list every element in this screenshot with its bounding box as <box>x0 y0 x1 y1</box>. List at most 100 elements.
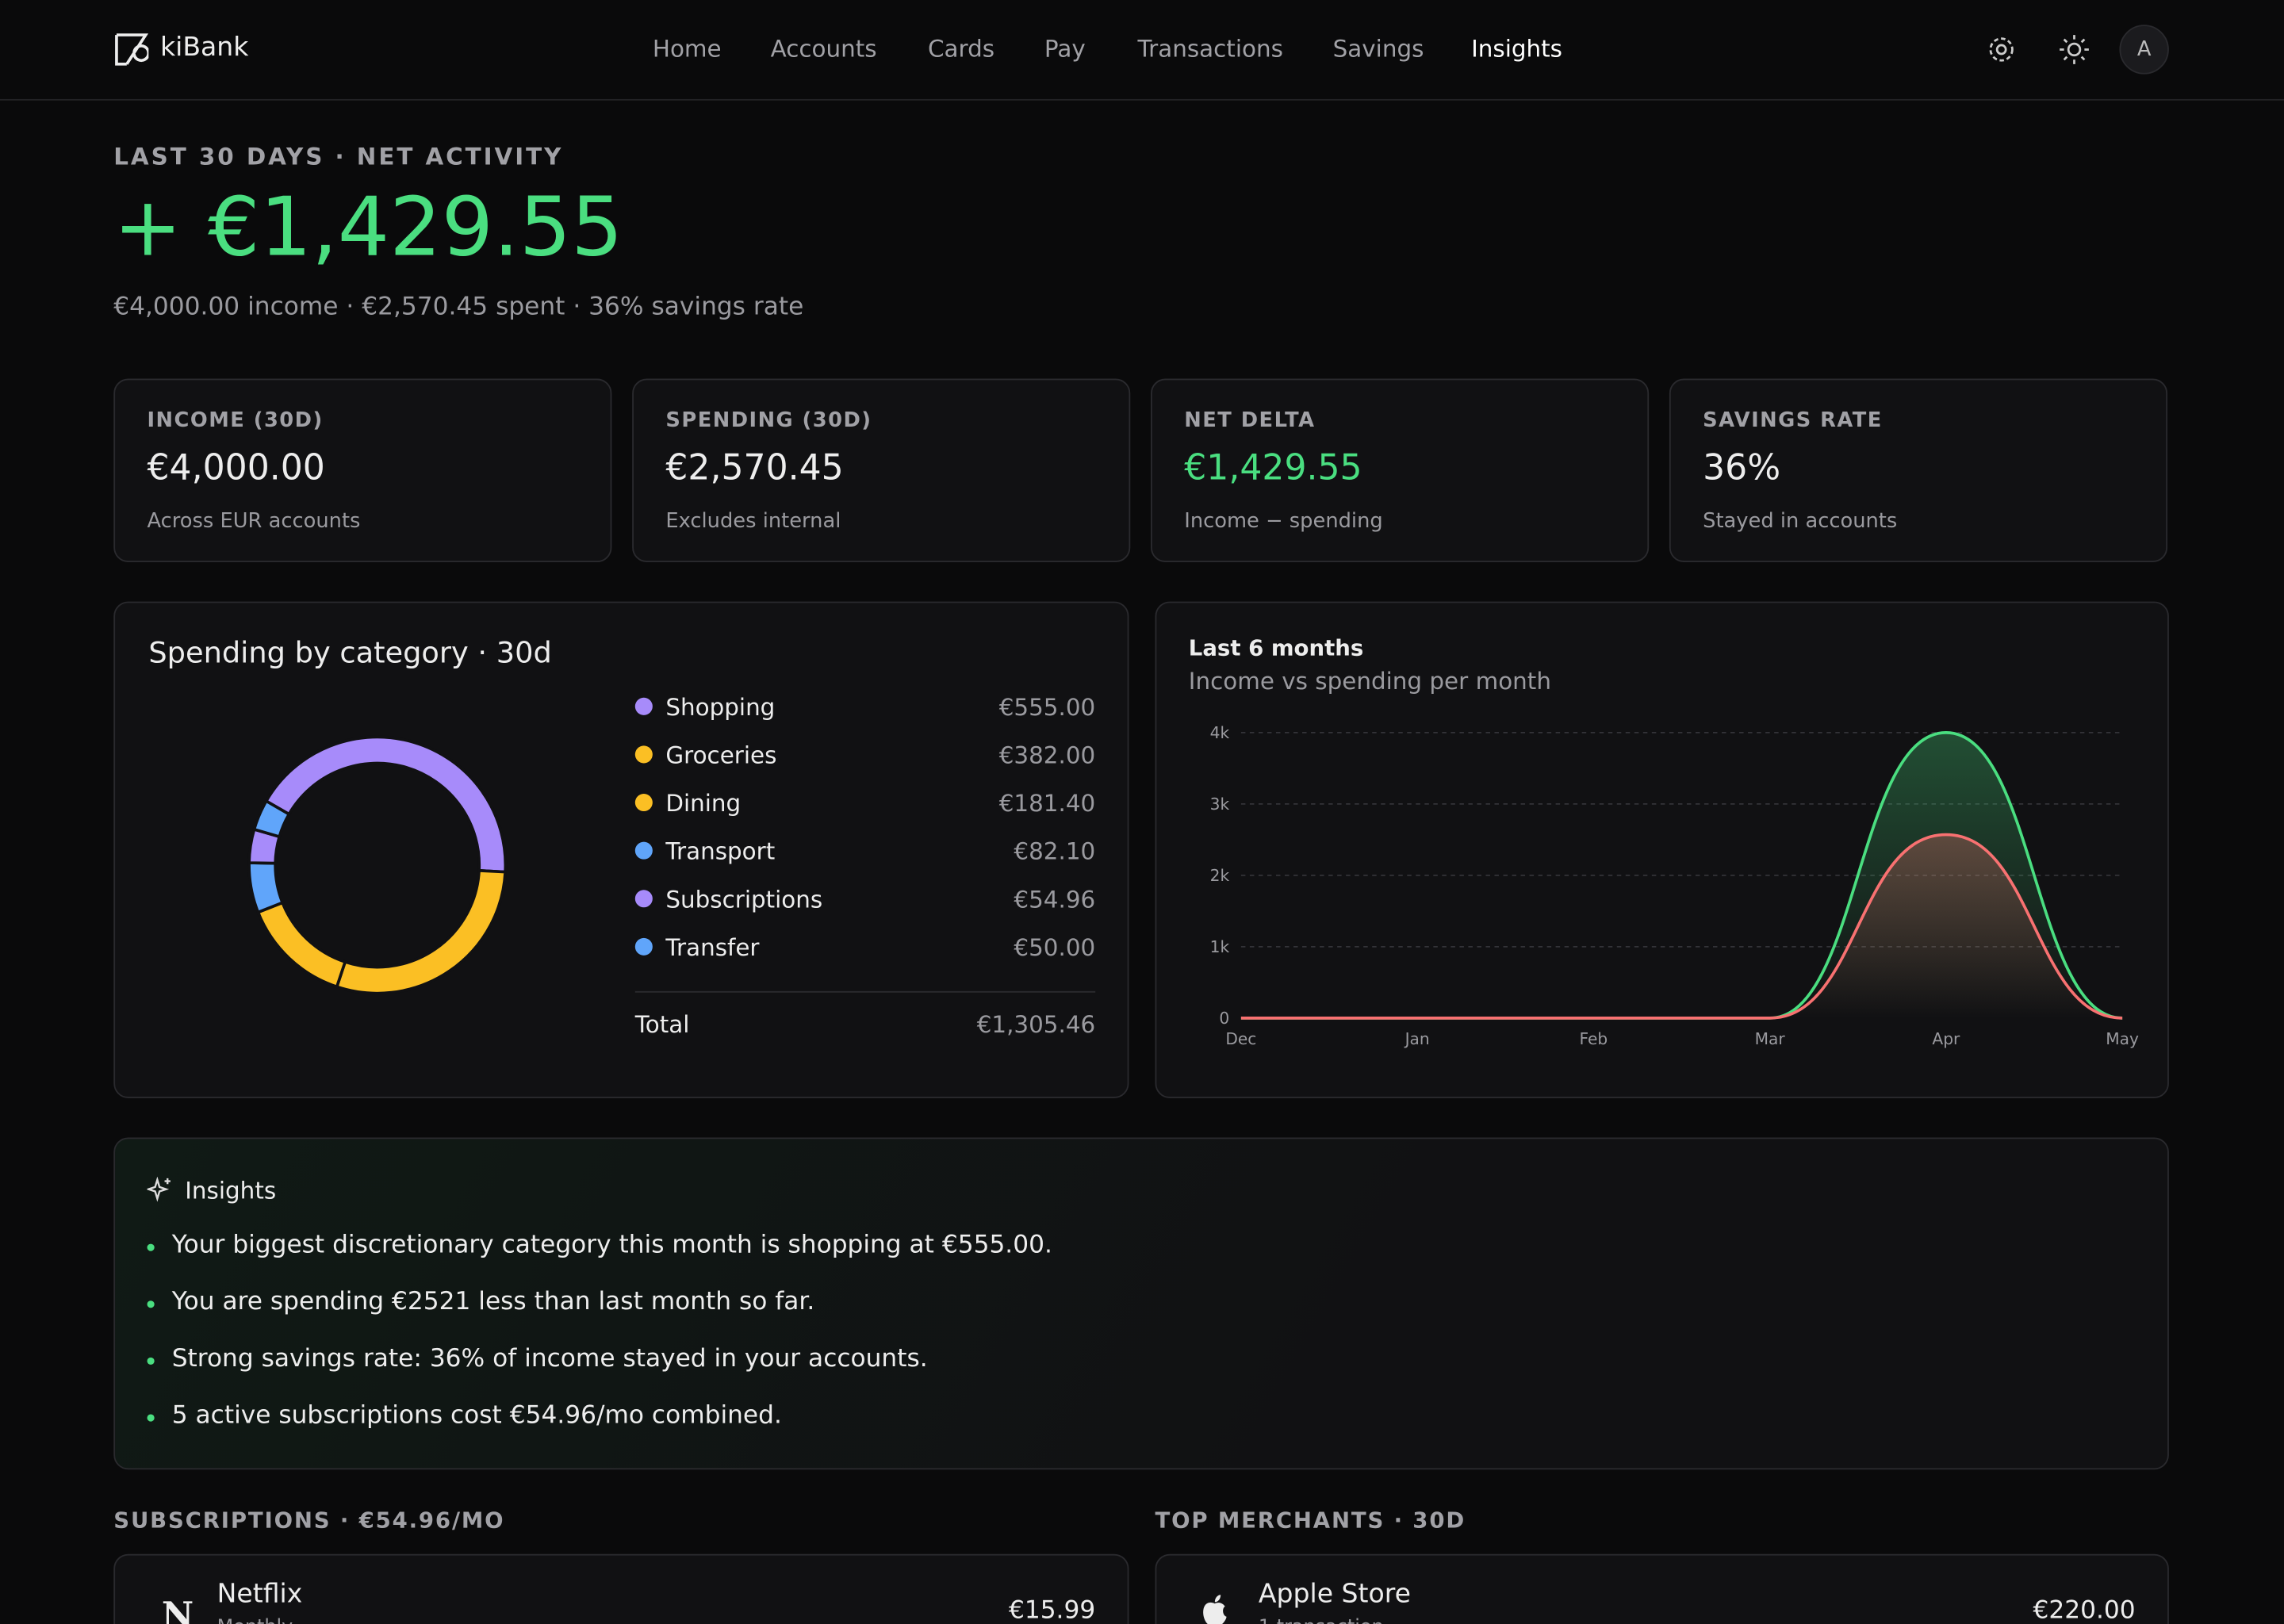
bullet <box>147 1414 155 1422</box>
card-title: Spending by category · 30d <box>148 634 552 670</box>
apple-logo <box>1203 1595 1227 1624</box>
item-amount: €220.00 <box>2033 1596 2136 1624</box>
settings-button[interactable] <box>1985 33 2017 65</box>
nav-link[interactable]: Accounts <box>770 35 877 63</box>
y-tick-label: 4k <box>1210 723 1230 742</box>
legend-dot <box>634 745 653 764</box>
x-tick-label: Dec <box>1225 1029 1256 1048</box>
insight-text: 5 active subscriptions cost €54.96/mo co… <box>171 1400 782 1431</box>
netflix-logo: N <box>161 1593 194 1624</box>
stat-card: SAVINGS RATE 36% Stayed in accounts <box>1669 378 2168 562</box>
legend-label: Subscriptions <box>665 886 822 913</box>
donut-segment <box>256 900 347 989</box>
nav-link[interactable]: Home <box>652 35 722 63</box>
section-title: TOP MERCHANTS · 30D <box>1155 1507 1466 1534</box>
legend-value: €382.00 <box>999 741 1095 768</box>
nav-link-active[interactable]: Insights <box>1471 35 1562 63</box>
legend-dot <box>634 890 653 908</box>
stat-label: SPENDING (30D) <box>665 409 872 433</box>
donut-segment <box>252 799 291 839</box>
top-nav: kiBank Home Accounts Cards Pay Transacti… <box>0 0 2284 101</box>
sparkle-icon <box>147 1177 171 1202</box>
legend-label: Groceries <box>665 741 776 768</box>
nav-link[interactable]: Savings <box>1332 35 1424 63</box>
bullet <box>147 1357 155 1365</box>
total-label: Total <box>634 1011 690 1038</box>
bullet <box>147 1243 155 1251</box>
card-subtitle: Income vs spending per month <box>1188 667 1551 695</box>
legend-value: €82.10 <box>1014 838 1095 865</box>
merchant-row[interactable]: Apple Store 1 transaction €220.00 <box>1155 1553 2169 1624</box>
x-tick-label: Apr <box>1932 1029 1960 1048</box>
subscription-row[interactable]: N Netflix Monthly €15.99 <box>113 1553 1129 1624</box>
stat-value: €4,000.00 <box>147 446 325 488</box>
legend-dot <box>634 697 653 715</box>
stat-note: Stayed in accounts <box>1703 509 1898 534</box>
nav-link[interactable]: Transactions <box>1137 35 1283 63</box>
insight-text: Strong savings rate: 36% of income staye… <box>171 1344 928 1374</box>
stat-note: Excludes internal <box>665 509 841 534</box>
item-name: Netflix <box>217 1579 303 1610</box>
donut-segment <box>264 735 508 874</box>
stat-card: NET DELTA €1,429.55 Income − spending <box>1151 378 1650 562</box>
summary: €4,000.00 income · €2,570.45 spent · 36%… <box>113 293 804 322</box>
legend-dot <box>634 794 653 812</box>
legend-dot <box>634 937 653 956</box>
legend-value: €555.00 <box>999 694 1095 721</box>
area <box>1240 834 2123 1018</box>
stat-card: SPENDING (30D) €2,570.45 Excludes internal <box>632 378 1131 562</box>
logo <box>115 33 149 66</box>
item-note: 1 transaction <box>1259 1617 1384 1624</box>
insight-text: Your biggest discretionary category this… <box>171 1231 1052 1260</box>
stat-value: €2,570.45 <box>665 446 844 488</box>
insights-card: Insights Your biggest discretionary cate… <box>113 1137 2169 1470</box>
item-name: Apple Store <box>1258 1579 1411 1610</box>
brand[interactable]: kiBank <box>160 32 249 63</box>
x-tick-label: May <box>2106 1029 2139 1048</box>
y-tick-label: 3k <box>1210 795 1230 814</box>
stat-card: INCOME (30D) €4,000.00 Across EUR accounts <box>113 378 612 562</box>
total-value: €1,305.46 <box>977 1011 1096 1038</box>
stat-label: INCOME (30D) <box>147 409 324 433</box>
stat-value: €1,429.55 <box>1184 446 1362 488</box>
y-tick-label: 2k <box>1210 866 1230 885</box>
stat-label: SAVINGS RATE <box>1703 409 1883 433</box>
stat-label: NET DELTA <box>1184 409 1316 433</box>
stat-value: 36% <box>1703 446 1781 488</box>
card-title: Last 6 months <box>1188 634 1364 661</box>
x-tick-label: Mar <box>1755 1029 1786 1048</box>
legend-value: €181.40 <box>999 790 1095 817</box>
donut-segment <box>335 868 508 995</box>
eyebrow: LAST 30 DAYS · NET ACTIVITY <box>113 142 564 170</box>
x-tick-label: Jan <box>1404 1029 1430 1048</box>
bullet <box>147 1300 155 1308</box>
item-amount: €15.99 <box>1008 1596 1096 1624</box>
legend-value: €54.96 <box>1014 886 1095 913</box>
line-chart: 0 1k 2k 3k 4k Dec Jan Feb Mar Apr May <box>1210 723 2139 1048</box>
item-note: Monthly <box>217 1617 293 1624</box>
nav-link[interactable]: Cards <box>927 35 995 63</box>
x-tick-label: Feb <box>1580 1029 1608 1048</box>
nav-link[interactable]: Pay <box>1044 35 1086 63</box>
legend-label: Shopping <box>665 694 775 721</box>
theme-button[interactable] <box>2058 33 2090 65</box>
legend-value: €50.00 <box>1014 934 1095 961</box>
insights-title: Insights <box>185 1177 277 1205</box>
donut-chart: Shopping €555.00 Groceries €382.00 Dining €18… <box>247 694 1096 1038</box>
line <box>1240 833 2123 1020</box>
stat-note: Income − spending <box>1184 509 1383 534</box>
spending-card: Spending by category · 30d <box>113 601 1129 1098</box>
legend-dot <box>634 841 653 860</box>
donut-segment <box>247 861 285 914</box>
legend-label: Transfer <box>665 934 760 961</box>
stat-note: Across EUR accounts <box>147 509 361 534</box>
y-tick-label: 0 <box>1219 1009 1229 1028</box>
y-tick-label: 1k <box>1210 937 1230 956</box>
legend-label: Dining <box>665 790 741 817</box>
insight-text: You are spending €2521 less than last mo… <box>171 1287 815 1317</box>
legend-label: Transport <box>665 838 775 865</box>
avatar[interactable]: A <box>2119 25 2169 75</box>
section-title: SUBSCRIPTIONS · €54.96/MO <box>113 1507 505 1534</box>
